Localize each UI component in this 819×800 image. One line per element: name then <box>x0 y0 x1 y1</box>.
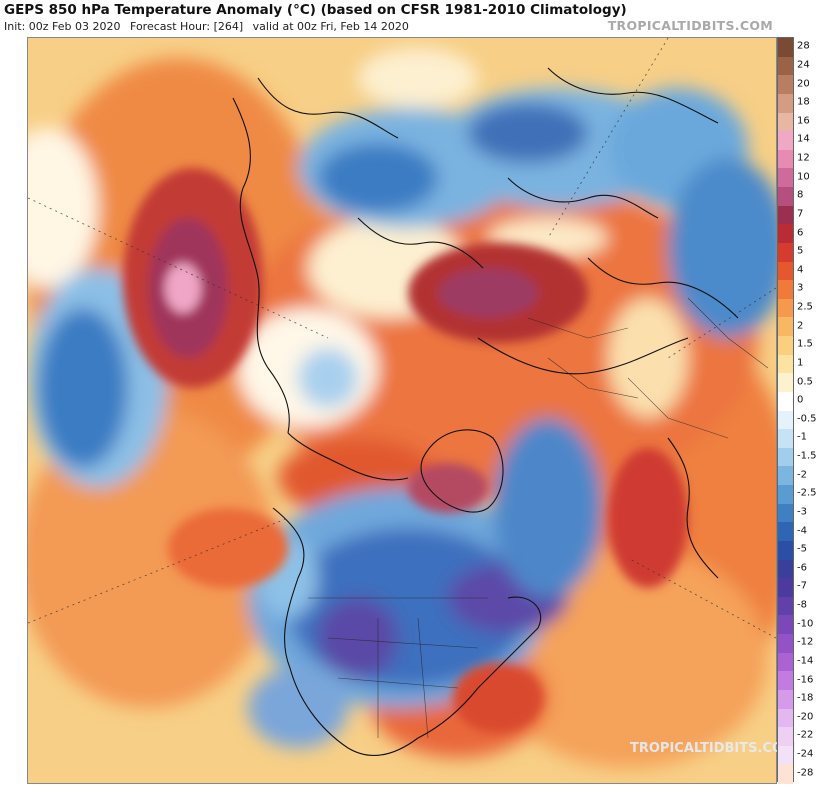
colorbar-segment <box>778 242 793 262</box>
colorbar-tick-label: 2.5 <box>797 301 813 313</box>
colorbar-tick-label: -24 <box>797 748 814 760</box>
colorbar-segment <box>778 280 793 300</box>
colorbar-tick-label: -4 <box>797 525 807 537</box>
borders <box>308 297 769 739</box>
colorbar-tick-label: -5 <box>797 543 807 555</box>
colorbar-tick-label: -18 <box>797 692 814 704</box>
colorbar-tick-label: 0.5 <box>797 376 813 388</box>
colorbar-tick-label: -7 <box>797 580 807 592</box>
colorbar-tick-label: -22 <box>797 729 814 741</box>
colorbar <box>777 37 794 784</box>
colorbar-segment <box>778 56 793 76</box>
colorbar-segment <box>778 540 793 560</box>
colorbar-segment <box>778 764 793 784</box>
colorbar-tick-label: 20 <box>797 78 810 90</box>
graticule <box>28 38 776 639</box>
colorbar-segment <box>778 391 793 411</box>
colorbar-tick-label: 0 <box>797 394 804 406</box>
colorbar-segment <box>778 615 793 635</box>
colorbar-segment <box>778 429 793 449</box>
init-time: Init: 00z Feb 03 2020 <box>4 20 121 33</box>
colorbar-tick-label: -0.5 <box>797 413 817 425</box>
colorbar-tick-label: 1 <box>797 357 804 369</box>
colorbar-segment <box>778 466 793 486</box>
colorbar-segment <box>778 168 793 188</box>
colorbar-segment <box>778 559 793 579</box>
colorbar-tick-label: -20 <box>797 711 814 723</box>
colorbar-tick-label: -1.5 <box>797 450 817 462</box>
colorbar-tick-label: 14 <box>797 133 810 145</box>
colorbar-segment <box>778 131 793 151</box>
colorbar-segment <box>778 336 793 356</box>
colorbar-tick-label: -6 <box>797 562 807 574</box>
colorbar-segment <box>778 634 793 654</box>
colorbar-segment <box>778 224 793 244</box>
colorbar-segment <box>778 578 793 598</box>
colorbar-tick-label: -8 <box>797 599 807 611</box>
colorbar-tick-label: -28 <box>797 767 814 779</box>
colorbar-tick-label: -10 <box>797 618 814 630</box>
colorbar-tick-label: 10 <box>797 171 810 183</box>
colorbar-tick-label: -16 <box>797 674 814 686</box>
colorbar-tick-label: 1.5 <box>797 338 813 350</box>
colorbar-tick-label: 28 <box>797 40 810 52</box>
valid-time: valid at 00z Fri, Feb 14 2020 <box>252 20 409 33</box>
colorbar-segment <box>778 447 793 467</box>
colorbar-tick-label: 12 <box>797 152 810 164</box>
colorbar-tick-label: 3 <box>797 282 804 294</box>
colorbar-segment <box>778 503 793 523</box>
map-subtitle: Init: 00z Feb 03 2020 Forecast Hour: [26… <box>4 20 415 33</box>
map-title: GEPS 850 hPa Temperature Anomaly (°C) (b… <box>4 2 627 18</box>
colorbar-segment <box>778 708 793 728</box>
colorbar-segment <box>778 38 793 58</box>
colorbar-segment <box>778 373 793 393</box>
colorbar-segment <box>778 522 793 542</box>
colorbar-tick-label: 4 <box>797 264 804 276</box>
colorbar-tick-label: 16 <box>797 115 810 127</box>
colorbar-segment <box>778 298 793 318</box>
map-canvas <box>28 38 776 783</box>
forecast-hour: Forecast Hour: [264] <box>130 20 244 33</box>
colorbar-segment <box>778 671 793 691</box>
colorbar-tick-label: -3 <box>797 506 807 518</box>
colorbar-tick-label: 8 <box>797 189 804 201</box>
colorbar-tick-label: -14 <box>797 655 814 667</box>
colorbar-segment <box>778 112 793 132</box>
coastlines <box>232 67 739 756</box>
colorbar-tick-label: -2 <box>797 469 807 481</box>
brand-logo[interactable]: TROPICALTIDBITS.COM <box>607 18 773 33</box>
colorbar-segment <box>778 410 793 430</box>
colorbar-segment <box>778 187 793 207</box>
colorbar-tick-label: 2 <box>797 320 804 332</box>
colorbar-segment <box>778 689 793 709</box>
map-watermark: TROPICALTIDBITS.COM <box>630 741 796 756</box>
colorbar-segment <box>778 354 793 374</box>
colorbar-segment <box>778 75 793 95</box>
colorbar-segment <box>778 652 793 672</box>
colorbar-segment <box>778 317 793 337</box>
anomaly-map <box>27 37 777 784</box>
colorbar-segment <box>778 261 793 281</box>
colorbar-tick-label: 7 <box>797 208 804 220</box>
colorbar-segment <box>778 745 793 765</box>
colorbar-segment <box>778 596 793 616</box>
colorbar-tick-label: 24 <box>797 59 810 71</box>
colorbar-segment <box>778 205 793 225</box>
colorbar-tick-label: 6 <box>797 227 804 239</box>
colorbar-segment <box>778 727 793 747</box>
colorbar-tick-label: 18 <box>797 96 810 108</box>
colorbar-segment <box>778 93 793 113</box>
colorbar-tick-label: -12 <box>797 636 814 648</box>
colorbar-segment <box>778 485 793 505</box>
colorbar-tick-label: -1 <box>797 431 807 443</box>
anomaly-field <box>28 48 776 768</box>
colorbar-segment <box>778 149 793 169</box>
colorbar-tick-label: -2.5 <box>797 487 817 499</box>
colorbar-tick-label: 5 <box>797 245 804 257</box>
warm-cores <box>123 168 688 733</box>
